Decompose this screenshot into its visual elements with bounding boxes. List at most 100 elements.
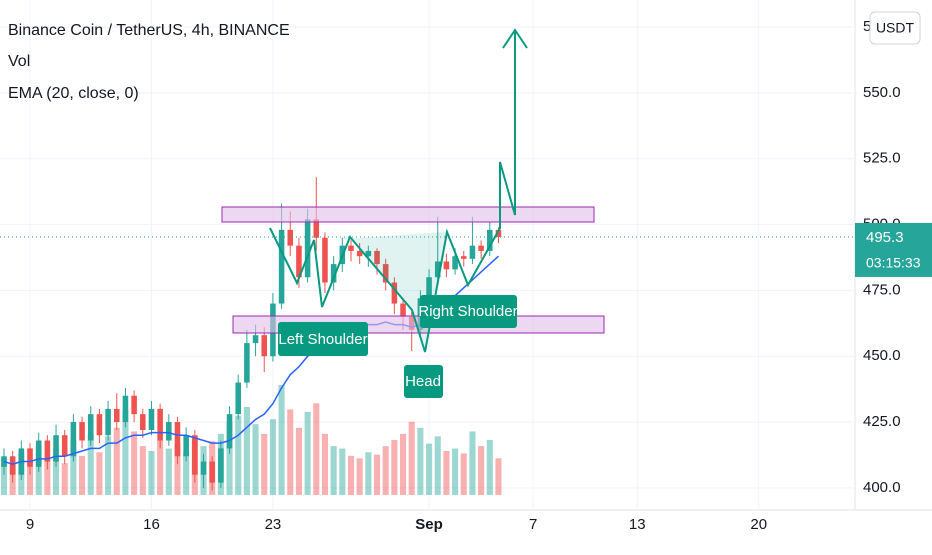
label-box [278,322,368,356]
candle-body [70,422,77,457]
volume-bar [113,427,120,495]
volume-bar [382,446,389,495]
indicator-label: EMA (20, close, 0) [8,85,139,102]
volume-bar [44,458,51,495]
volume-bar [434,436,441,495]
candle-body [287,229,294,246]
volume-bar [287,409,294,495]
volume-bar [495,458,502,495]
volume-bar [408,421,415,495]
candle-body [261,335,268,357]
candle-body [9,456,16,475]
volume-bar [61,463,68,495]
volume-bar [330,446,337,495]
candle-body [487,229,493,251]
candle-body [322,237,328,283]
volume-bar [148,451,155,495]
candle-body [183,435,189,457]
volume-bar [321,433,328,495]
volume-bar [486,440,493,495]
candle-body [131,395,137,415]
candle-body [140,414,146,430]
volume-bar [478,446,485,495]
candle-body [44,440,51,462]
candle-body [122,395,129,423]
volume-bar [105,436,112,495]
candle-body [330,264,337,283]
candle-body [235,382,241,415]
candle-body [391,282,398,304]
volume-bar [469,431,476,495]
candle-body [209,461,215,483]
volume-bar [443,451,450,495]
price-axis: 400.0425.0450.0475.0500.0525.0550.0575.0… [855,18,932,496]
volume-bar [226,421,233,495]
candle-body [426,277,432,299]
x-tick-label: 16 [143,516,160,533]
candle-body [356,250,363,257]
volume-bar [235,415,242,495]
volume-bar [183,452,190,495]
volume-bar [426,443,433,495]
candle-body [252,335,259,344]
annotation: Left Shoulder [278,331,367,348]
annotation: Head [405,373,441,390]
candle-body [96,414,103,436]
volume-bar [26,460,34,495]
y-tick-label: 450.0 [863,347,901,364]
volume-bar [365,452,372,495]
candle-body [478,245,484,251]
volume-bar [269,419,276,495]
volume-bar [460,453,467,495]
indicator-label: Vol [8,53,30,70]
resistance-zone [221,206,595,223]
candle-body [35,440,42,467]
volume-bar [157,440,164,495]
volume-bar [252,424,259,495]
volume-bar [131,431,138,495]
volume-bar [122,409,129,495]
x-tick-label: 23 [265,516,282,533]
candle-body [157,408,163,441]
candle-body [174,422,181,457]
volume-bar [417,427,424,495]
plot [0,0,855,510]
currency-button[interactable] [869,11,921,45]
volume-bar [391,440,398,495]
currency[interactable]: USDT [876,20,915,36]
candle-body [469,245,476,259]
volume-bar [295,427,302,495]
label-box [420,295,517,328]
volume-bar [356,458,363,495]
y-tick-label: 550.0 [863,84,901,101]
volume-bar [278,385,285,495]
x-tick-label: 20 [750,516,767,533]
candle-body [374,250,380,265]
volume-bar [400,433,407,495]
arrow-head [502,28,528,49]
candle-body [278,229,285,304]
chart-title: Binance Coin / TetherUS, 4h, BINANCE [8,22,290,39]
x-tick-label: 7 [529,516,537,533]
volume-bar [339,448,346,495]
candle-body [218,448,224,483]
volume-bar [174,443,181,495]
candle-body [53,435,59,462]
volume-bar [70,440,77,495]
volume-bar [165,448,172,495]
candle-body [313,219,320,238]
candle-body [192,435,198,475]
annotation: Right Shoulder [418,303,517,320]
candle-body [200,461,207,475]
volume-bar [87,433,94,495]
candle-body [365,250,372,257]
candle-body [400,303,406,317]
last-price: 495.3 [866,229,904,246]
y-tick-label: 525.0 [863,150,901,167]
volume-bar [347,455,355,495]
candle-body [304,219,311,278]
candle-body [166,422,172,441]
candle-body [495,229,502,237]
candle-body [148,408,155,430]
y-tick-label: 425.0 [863,413,901,430]
